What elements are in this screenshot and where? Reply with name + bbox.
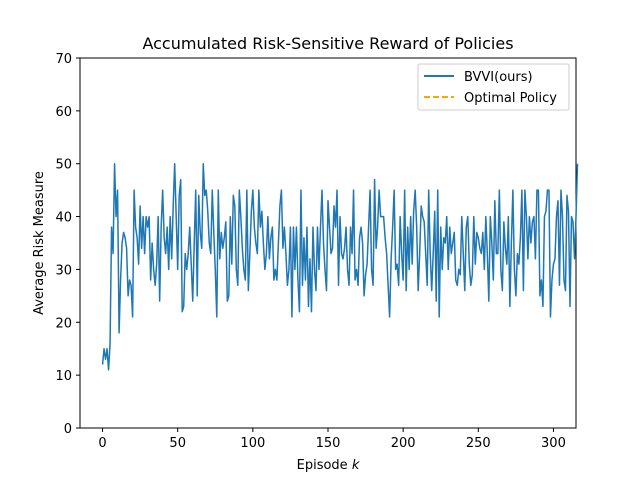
legend-label-optimal: Optimal Policy — [464, 91, 557, 106]
y-tick-label: 10 — [55, 369, 72, 384]
x-axis-label-text: Episode — [297, 458, 348, 473]
legend-box — [417, 63, 570, 111]
legend-label-bvvi: BVVI(ours) — [464, 70, 533, 85]
x-tick-label: 50 — [169, 436, 186, 451]
x-tick-label: 100 — [240, 436, 265, 451]
y-tick-label: 20 — [55, 316, 72, 331]
chart-title: Accumulated Risk-Sensitive Reward of Pol… — [142, 34, 513, 53]
x-tick-label: 150 — [316, 436, 341, 451]
legend: BVVI(ours) Optimal Policy — [417, 63, 570, 111]
x-tick-label: 300 — [541, 436, 566, 451]
y-tick-label: 40 — [55, 211, 72, 226]
y-tick-label: 50 — [55, 158, 72, 173]
y-axis: 0 10 20 30 40 50 60 70 — [55, 52, 80, 437]
y-axis-label: Average Risk Measure — [32, 171, 47, 315]
x-tick-label: 200 — [391, 436, 416, 451]
x-axis-label-variable: k — [352, 458, 360, 473]
y-tick-label: 0 — [64, 422, 72, 437]
x-tick-label: 250 — [466, 436, 491, 451]
x-tick-label: 0 — [98, 436, 106, 451]
y-tick-label: 70 — [55, 52, 72, 67]
x-axis-label: Episode k — [297, 458, 360, 473]
series-layer — [101, 162, 579, 371]
y-tick-label: 30 — [55, 263, 72, 278]
series-line-0 — [101, 162, 579, 371]
y-tick-label: 60 — [55, 105, 72, 120]
x-axis: 0 50 100 150 200 250 300 — [98, 428, 566, 451]
